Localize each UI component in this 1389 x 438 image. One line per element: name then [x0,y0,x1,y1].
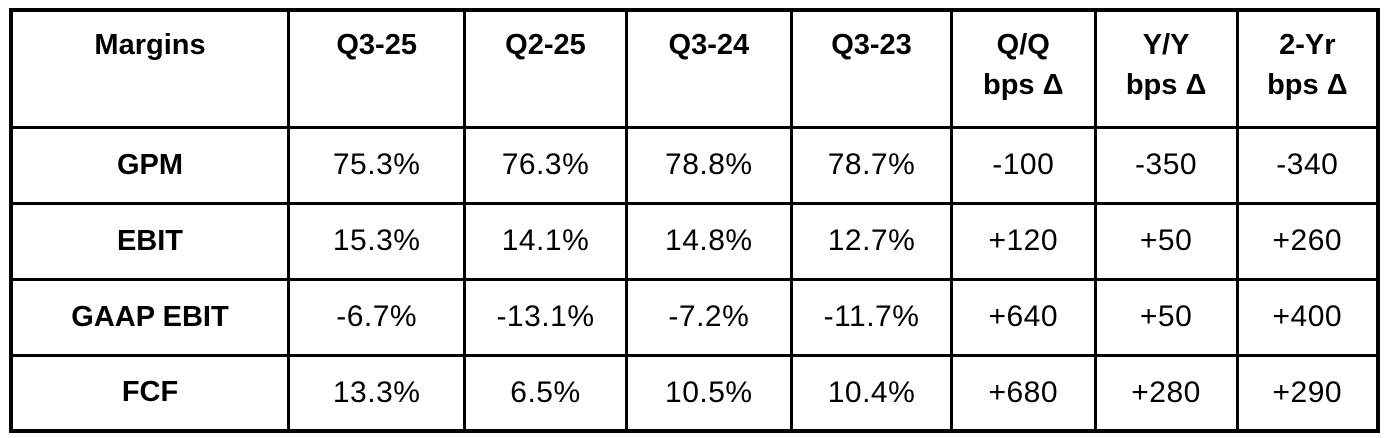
cell-gpm-yy-bps: -350 [1093,125,1239,205]
header-line1: Q/Q [996,29,1050,61]
table-row-ebit: EBIT 15.3% 14.1% 14.8% 12.7% +120 +50 +260 [9,201,1380,281]
cell-fcf-q3-24: 10.5% [624,353,794,433]
cell-fcf-q3-25: 13.3% [286,353,467,433]
cell-fcf-q2-25: 6.5% [463,353,628,433]
cell-gaap-ebit-q3-23: -11.7% [790,277,953,357]
cell-gaap-ebit-q3-24: -7.2% [624,277,794,357]
cell-gaap-ebit-q2-25: -13.1% [463,277,628,357]
header-line2: bps Δ [983,69,1064,102]
cell-fcf-q3-23: 10.4% [790,353,953,433]
cell-gaap-ebit-q3-25: -6.7% [286,277,467,357]
header-line1: Q2-25 [505,29,586,61]
cell-gaap-ebit-qq-bps: +640 [949,277,1097,357]
row-label-gaap-ebit: GAAP EBIT [9,277,290,357]
cell-fcf-yy-bps: +280 [1093,353,1239,433]
header-line2: bps Δ [1267,69,1348,102]
margins-table: Margins Q3-25 Q2-25 Q3-24 Q3-23 Q/Q bps Δ Y/Y bp… [9,8,1380,433]
cell-ebit-yy-bps: +50 [1093,201,1239,281]
header-cell-q3-25: Q3-25 [286,8,467,129]
header-line1: Q3-23 [831,29,912,61]
cell-gpm-2yr-bps: -340 [1235,125,1380,205]
header-cell-q2-25: Q2-25 [463,8,628,129]
cell-fcf-qq-bps: +680 [949,353,1097,433]
cell-ebit-qq-bps: +120 [949,201,1097,281]
cell-gaap-ebit-2yr-bps: +400 [1235,277,1380,357]
cell-fcf-2yr-bps: +290 [1235,353,1380,433]
header-cell-yy-bps: Y/Y bps Δ [1093,8,1239,129]
cell-ebit-q2-25: 14.1% [463,201,628,281]
header-line2: bps Δ [1125,69,1207,102]
cell-ebit-2yr-bps: +260 [1235,201,1380,281]
table-header-row: Margins Q3-25 Q2-25 Q3-24 Q3-23 Q/Q bps Δ Y/Y bp… [9,8,1380,129]
header-cell-margins: Margins [9,8,290,129]
cell-ebit-q3-25: 15.3% [286,201,467,281]
header-line1: Q3-25 [336,29,417,61]
header-row: Margins Q3-25 Q2-25 Q3-24 Q3-23 Q/Q bps Δ Y/Y bp… [9,8,1380,129]
header-line1: Q3-24 [668,29,750,61]
header-cell-q3-23: Q3-23 [790,8,953,129]
cell-ebit-q3-23: 12.7% [790,201,953,281]
row-label-fcf: FCF [9,353,290,433]
header-line1: Margins [94,29,206,61]
header-cell-2yr-bps: 2-Yr bps Δ [1235,8,1380,129]
cell-gpm-qq-bps: -100 [949,125,1097,205]
row-label-ebit: EBIT [9,201,290,281]
table-row-gaap-ebit: GAAP EBIT -6.7% -13.1% -7.2% -11.7% +640 +50 +4… [9,277,1380,357]
cell-gpm-q3-23: 78.7% [790,125,953,205]
table-body: GPM 75.3% 76.3% 78.8% 78.7% -100 -350 -340 EBIT 1… [9,125,1380,433]
table-row-gpm: GPM 75.3% 76.3% 78.8% 78.7% -100 -350 -340 [9,125,1380,205]
cell-gpm-q3-24: 78.8% [624,125,794,205]
cell-ebit-q3-24: 14.8% [624,201,794,281]
header-line1: 2-Yr [1279,29,1336,61]
cell-gpm-q3-25: 75.3% [286,125,467,205]
cell-gpm-q2-25: 76.3% [463,125,628,205]
header-cell-q3-24: Q3-24 [624,8,794,129]
cell-gaap-ebit-yy-bps: +50 [1093,277,1239,357]
header-cell-qq-bps: Q/Q bps Δ [949,8,1097,129]
row-label-gpm: GPM [9,125,290,205]
table-row-fcf: FCF 13.3% 6.5% 10.5% 10.4% +680 +280 +290 [9,353,1380,433]
header-line1: Y/Y [1142,29,1190,61]
